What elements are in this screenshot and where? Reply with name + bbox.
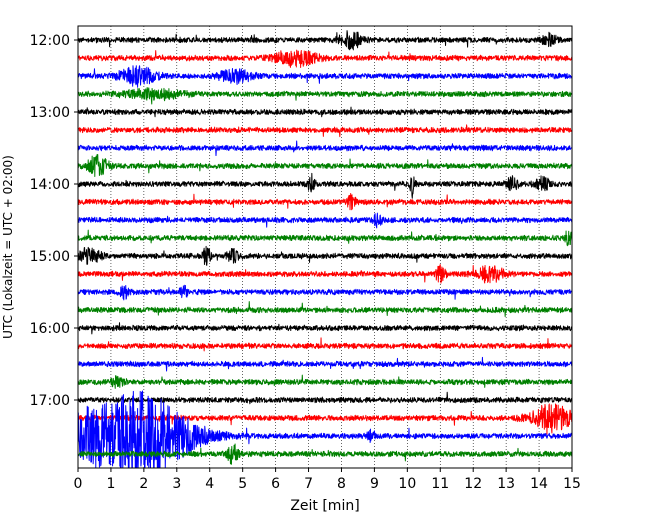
x-axis-label: Zeit [min] xyxy=(290,498,359,514)
trace-line xyxy=(78,322,572,335)
trace-line xyxy=(78,245,572,266)
trace-line xyxy=(78,124,572,138)
trace-line xyxy=(78,443,572,465)
x-tick-label: 0 xyxy=(74,476,83,492)
trace-line xyxy=(78,193,572,211)
y-tick-label: 14:00 xyxy=(30,177,70,193)
x-tick-label: 6 xyxy=(271,476,280,492)
trace-line xyxy=(78,403,572,435)
y-axis-label: UTC (Lokalzeit = UTC + 02:00) xyxy=(1,155,15,339)
trace-line xyxy=(78,301,572,317)
x-tick-label: 11 xyxy=(431,476,449,492)
trace-line xyxy=(78,87,572,105)
trace-line xyxy=(78,264,572,284)
x-tick-label: 2 xyxy=(139,476,148,492)
trace-group xyxy=(78,30,572,468)
x-tick-label: 3 xyxy=(172,476,181,492)
x-tick-label: 12 xyxy=(464,476,482,492)
trace-line xyxy=(78,212,572,229)
trace-line xyxy=(78,284,572,301)
x-tick-label: 1 xyxy=(106,476,115,492)
x-tick-label: 10 xyxy=(398,476,416,492)
trace-line xyxy=(78,106,572,118)
x-tick-label: 14 xyxy=(530,476,548,492)
y-tick-label: 12:00 xyxy=(30,33,70,49)
trace-line xyxy=(78,229,572,247)
x-tick-label: 8 xyxy=(337,476,346,492)
trace-line xyxy=(78,374,572,389)
x-tick-label: 4 xyxy=(205,476,214,492)
trace-line xyxy=(78,391,572,405)
plot-frame xyxy=(77,25,573,469)
y-tick-label: 16:00 xyxy=(30,321,70,337)
trace-line xyxy=(78,172,572,199)
y-tick-label: 13:00 xyxy=(30,105,70,121)
trace-line xyxy=(78,49,572,68)
y-tick-label: 17:00 xyxy=(30,393,70,409)
trace-line xyxy=(78,337,572,352)
y-tick-label: 15:00 xyxy=(30,249,70,265)
trace-line xyxy=(78,356,572,372)
x-tick-label: 15 xyxy=(563,476,581,492)
trace-line xyxy=(78,390,572,468)
x-tick-label: 5 xyxy=(238,476,247,492)
trace-line xyxy=(78,140,572,157)
x-tick-label: 13 xyxy=(497,476,515,492)
trace-line xyxy=(78,30,572,51)
x-tick-label: 9 xyxy=(370,476,379,492)
trace-line xyxy=(78,65,572,88)
y-axis-ticks: 12:00 13:00 14:00 15:00 16:00 17:00 xyxy=(30,33,78,409)
x-tick-label: 7 xyxy=(304,476,313,492)
x-axis-ticks: 0 1 2 3 4 5 6 7 8 9 10 11 12 13 14 15 xyxy=(74,468,581,492)
trace-line xyxy=(78,154,572,178)
